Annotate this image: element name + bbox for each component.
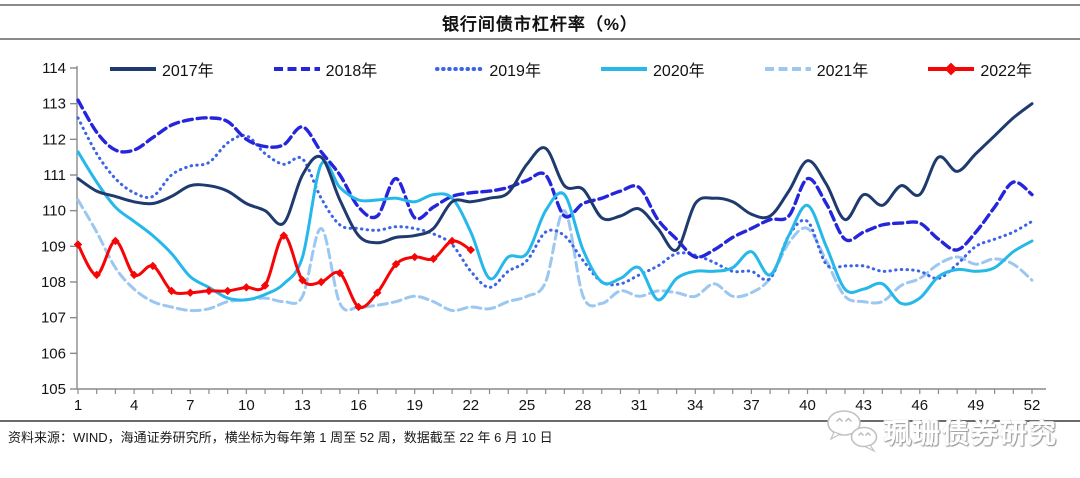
data-point-diamond bbox=[167, 286, 176, 296]
x-tick-label: 22 bbox=[462, 397, 479, 414]
legend-label: 2022年 bbox=[980, 63, 1032, 80]
data-point-diamond bbox=[335, 268, 345, 278]
legend-item-2017: 2017年 bbox=[108, 57, 214, 81]
series-line-2017 bbox=[76, 102, 1034, 252]
y-tick-label: 111 bbox=[43, 167, 66, 184]
data-point-diamond bbox=[73, 240, 83, 249]
watermark-text: 珮珊债券研究 bbox=[884, 418, 1058, 449]
legend-swatch bbox=[764, 67, 811, 71]
legend-item-2019: 2019年 bbox=[435, 57, 541, 81]
data-point-diamond bbox=[111, 236, 120, 246]
data-point-diamond bbox=[92, 270, 101, 280]
data-point-diamond bbox=[466, 245, 476, 255]
x-tick-label: 34 bbox=[687, 397, 704, 414]
data-point-diamond bbox=[204, 286, 214, 296]
data-point-diamond bbox=[316, 277, 326, 287]
legend-label: 2018年 bbox=[325, 63, 378, 80]
x-tick-label: 52 bbox=[1024, 397, 1041, 414]
y-tick-label: 107 bbox=[41, 310, 66, 327]
legend-swatch bbox=[928, 62, 975, 76]
data-point-diamond bbox=[429, 254, 438, 264]
legend-label: 2021年 bbox=[816, 63, 869, 80]
y-tick-label: 112 bbox=[42, 131, 66, 148]
x-tick-label: 10 bbox=[238, 397, 255, 414]
series-lines bbox=[76, 98, 1034, 313]
x-tick-label: 1 bbox=[74, 397, 82, 414]
data-point-diamond bbox=[373, 288, 382, 297]
x-tick-label: 7 bbox=[186, 397, 194, 414]
y-axis: 105 106 107 108 109 110 111 112 113 114 bbox=[41, 60, 78, 398]
legend-swatch bbox=[435, 67, 486, 71]
data-point-diamond bbox=[129, 270, 139, 280]
y-tick-label: 110 bbox=[42, 203, 66, 220]
legend-swatch bbox=[110, 67, 156, 71]
series-markers bbox=[73, 231, 476, 312]
legend-item-2022: 2022年 bbox=[926, 57, 1032, 81]
y-tick-label: 108 bbox=[41, 274, 66, 291]
chart-title: 银行间债市杠杆率（%） bbox=[441, 15, 639, 34]
data-point-diamond bbox=[148, 261, 158, 271]
y-tick-label: 113 bbox=[42, 96, 66, 113]
footer-rule bbox=[0, 420, 1080, 422]
x-tick-label: 40 bbox=[799, 397, 816, 414]
legend-label: 2019年 bbox=[489, 63, 541, 80]
legend-item-2020: 2020年 bbox=[599, 57, 705, 81]
x-tick-label: 31 bbox=[631, 397, 648, 414]
x-axis: 1 4 7 10 13 16 19 22 25 28 31 34 37 40 43 46 49 52 bbox=[74, 388, 1046, 414]
x-tick-label: 13 bbox=[294, 397, 311, 414]
data-point-diamond bbox=[223, 286, 232, 296]
data-point-diamond bbox=[447, 236, 457, 246]
series-line-2020 bbox=[76, 150, 1034, 306]
x-tick-label: 43 bbox=[855, 397, 872, 414]
y-tick-label: 114 bbox=[42, 60, 66, 77]
x-tick-label: 25 bbox=[519, 397, 536, 414]
y-tick-label: 105 bbox=[41, 381, 66, 398]
x-tick-label: 28 bbox=[575, 397, 592, 414]
x-tick-label: 46 bbox=[911, 397, 928, 414]
x-tick-label: 49 bbox=[968, 397, 985, 414]
x-tick-label: 19 bbox=[406, 397, 423, 414]
data-point-diamond bbox=[279, 231, 288, 240]
x-tick-label: 4 bbox=[130, 397, 138, 414]
y-tick-label: 106 bbox=[41, 345, 66, 362]
legend: 2017年 2018年 2019年 2020年 2021年 2022年 bbox=[108, 56, 1032, 82]
source-note: 资料来源：WIND，海通证券研究所，横坐标为每年第 1 周至 52 周，数据截至… bbox=[8, 430, 553, 445]
top-rule bbox=[0, 4, 1080, 6]
data-point-diamond bbox=[354, 302, 363, 312]
data-point-diamond bbox=[391, 259, 401, 269]
x-tick-label: 16 bbox=[350, 397, 367, 414]
data-point-diamond bbox=[186, 288, 195, 297]
legend-swatch bbox=[273, 67, 320, 71]
x-tick-label: 37 bbox=[743, 397, 760, 414]
title-underline-rule bbox=[0, 38, 1080, 40]
legend-item-2021: 2021年 bbox=[763, 57, 869, 81]
legend-item-2018: 2018年 bbox=[272, 57, 378, 81]
y-tick-label: 109 bbox=[41, 238, 66, 255]
legend-swatch bbox=[601, 67, 648, 71]
series-line-2019 bbox=[76, 116, 1034, 289]
watermark: 珮珊债券研究 bbox=[824, 409, 1058, 453]
legend-label: 2020年 bbox=[653, 63, 705, 80]
wechat-icon bbox=[827, 410, 878, 453]
data-point-diamond bbox=[260, 281, 270, 290]
series-line-2022 bbox=[76, 234, 473, 310]
legend-label: 2017年 bbox=[162, 63, 214, 80]
data-point-diamond bbox=[242, 283, 251, 292]
data-point-diamond bbox=[298, 276, 307, 285]
data-point-diamond bbox=[410, 252, 419, 262]
